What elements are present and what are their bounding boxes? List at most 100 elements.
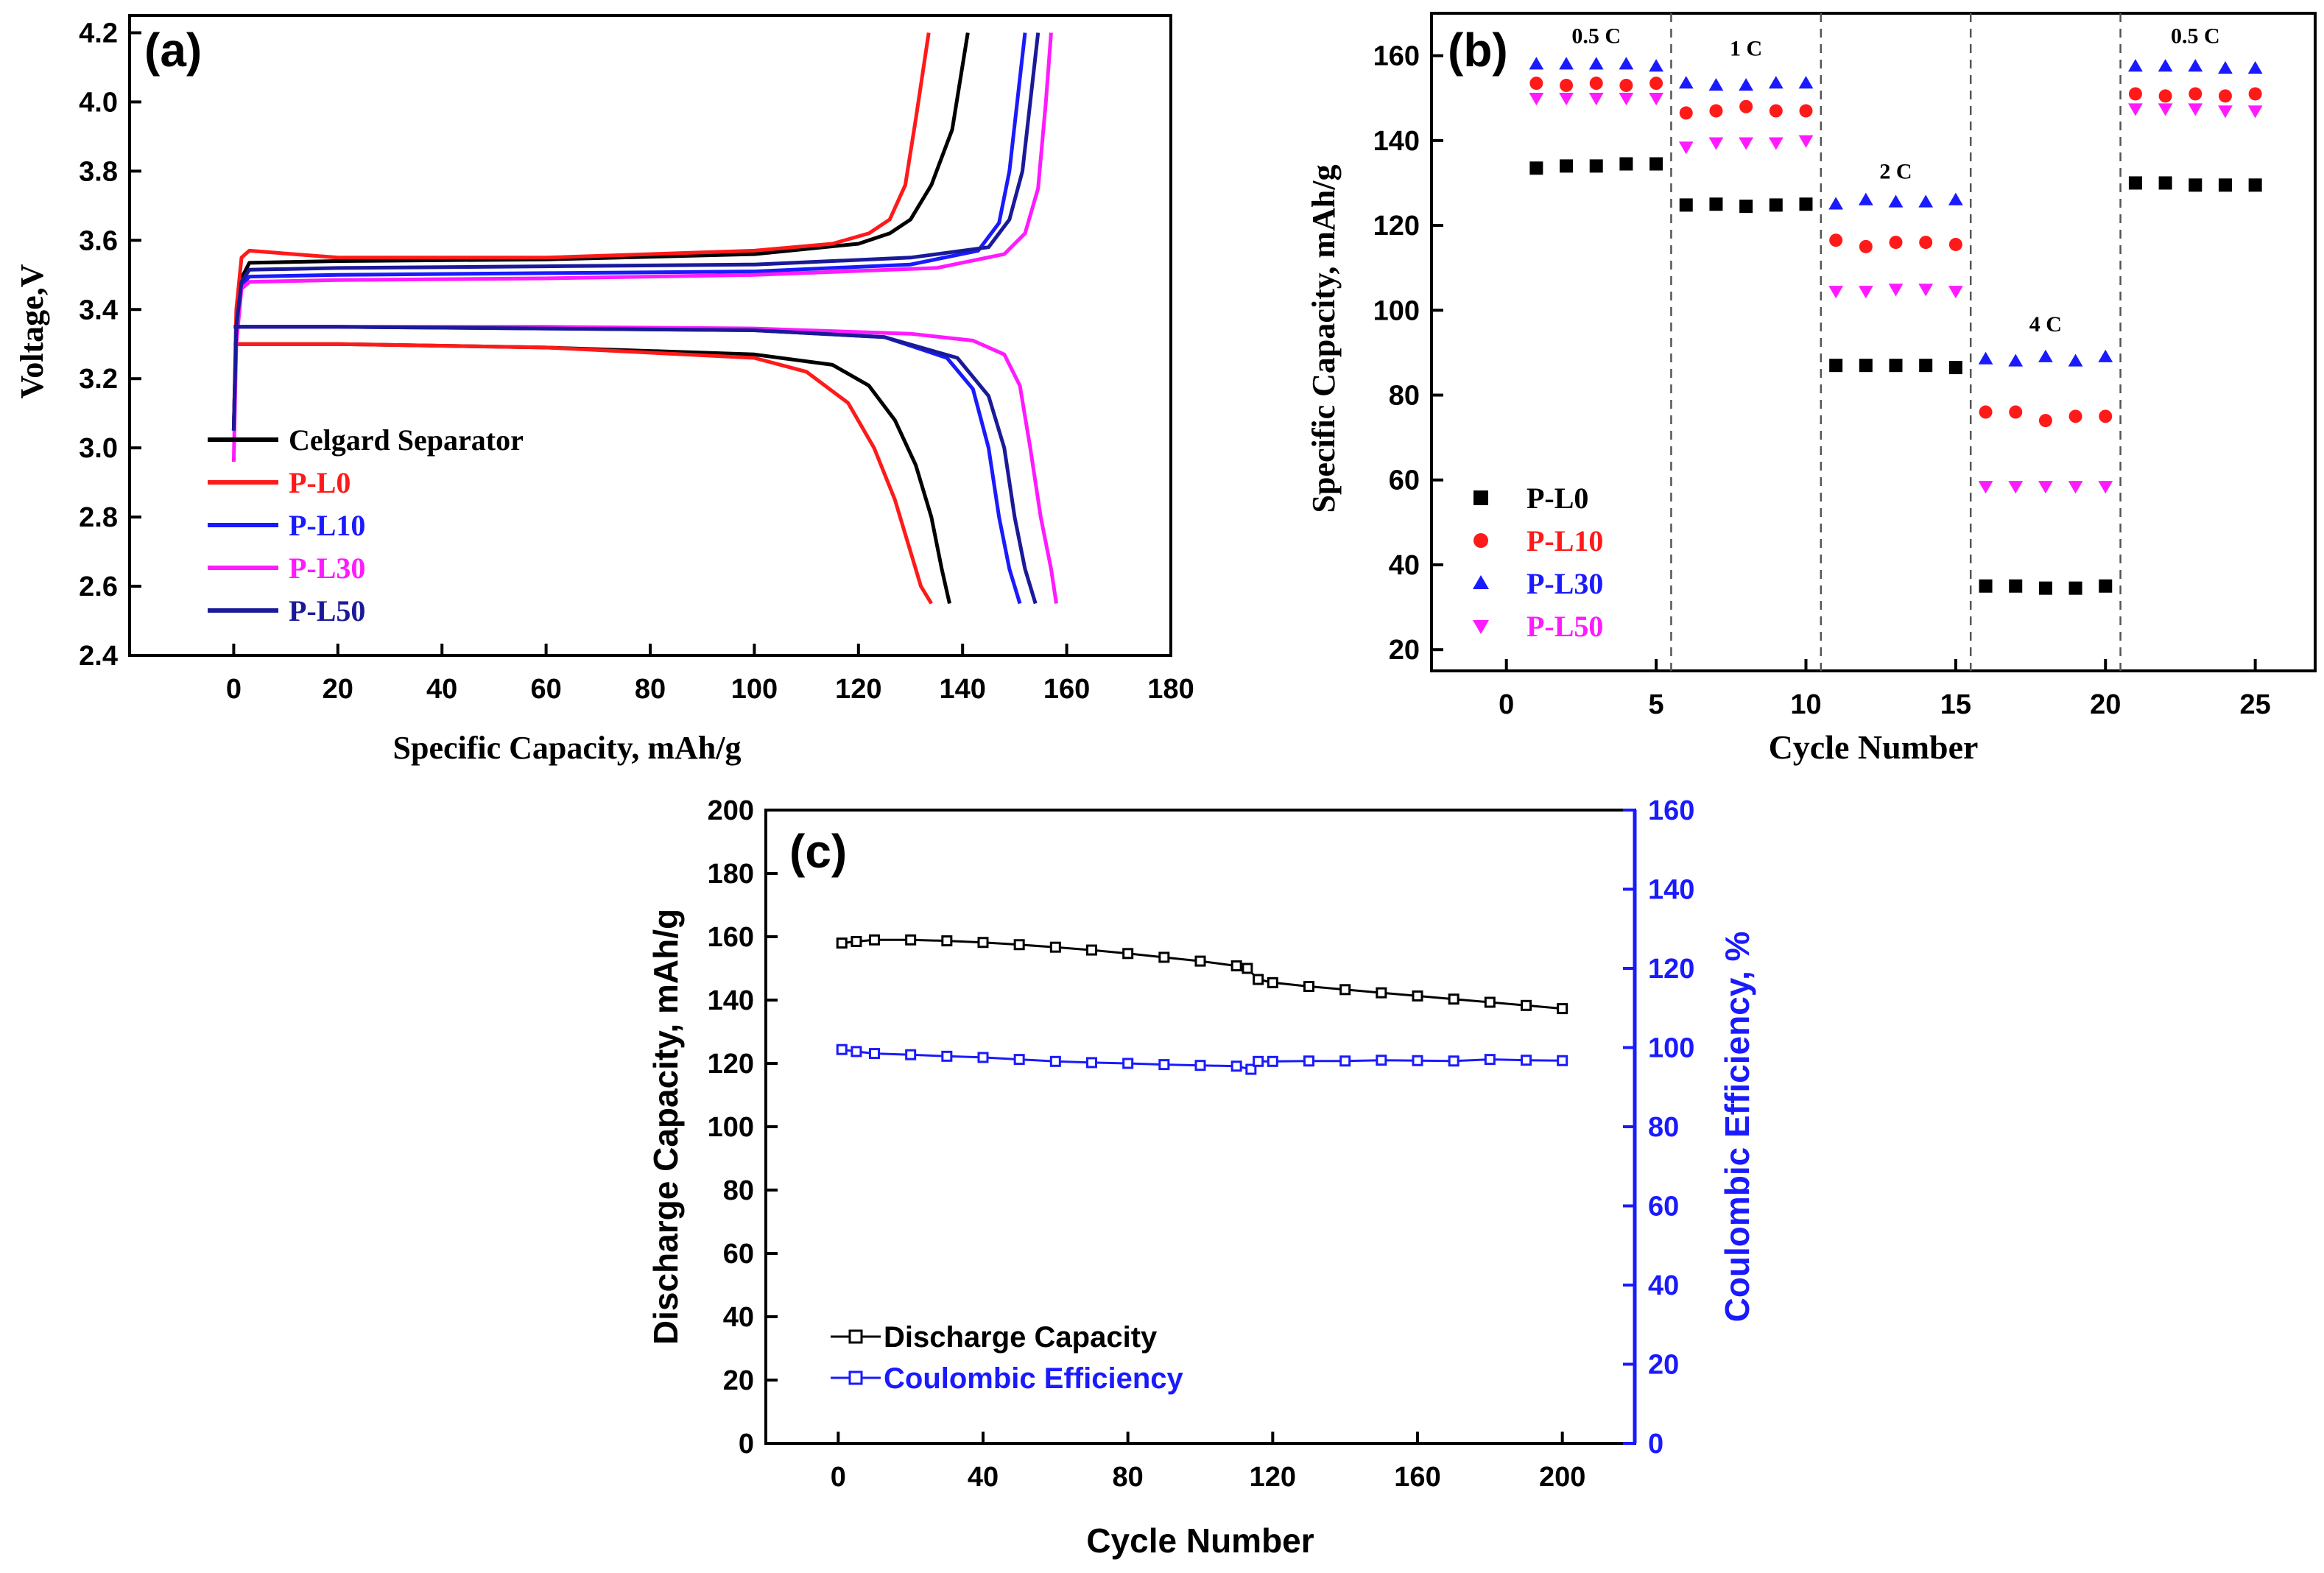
rate-label: 2 C <box>1879 160 1912 184</box>
data-point-p-l30 <box>2218 60 2233 74</box>
legend-label: P-L10 <box>289 509 365 542</box>
data-point-p-l0 <box>1679 198 1693 212</box>
data-point-p-l10 <box>1589 77 1603 91</box>
charge-curve-p-l30 <box>231 32 1053 462</box>
data-point-p-l0 <box>1859 359 1873 373</box>
data-point-p-l0 <box>1948 361 1962 375</box>
data-point-p-l30 <box>1588 57 1604 70</box>
discharge-capacity-point <box>1122 948 1134 960</box>
charge-curve-celgard-separator <box>231 32 970 431</box>
data-point-p-l0 <box>1560 159 1574 173</box>
data-point-p-l10 <box>2158 89 2172 103</box>
data-point-p-l0 <box>1619 157 1633 171</box>
data-point-p-l30 <box>1888 194 1904 208</box>
coulombic-efficiency-point <box>1245 1063 1257 1075</box>
right-y-tick-label: 80 <box>1648 1112 1679 1143</box>
data-point-p-l30 <box>1768 76 1784 89</box>
data-point-p-l10 <box>2038 414 2052 428</box>
discharge-capacity-point <box>1412 990 1423 1002</box>
left-y-tick-label: 100 <box>708 1112 754 1143</box>
panel-c-x-axis: 0 40 80 120 160 200 <box>831 1432 1585 1493</box>
data-point-p-l50 <box>1588 93 1604 106</box>
rate-label: 0.5 C <box>2171 24 2220 48</box>
coulombic-efficiency-point <box>905 1049 917 1060</box>
coulombic-efficiency-point <box>869 1048 880 1060</box>
discharge-capacity-line <box>842 938 1563 1010</box>
data-point-p-l30 <box>1559 57 1574 70</box>
panel-a-legend: Celgard Separator P-L0 P-L10 P-L30 P-L50 <box>208 423 524 627</box>
data-point-p-l30 <box>1649 59 1663 72</box>
coulombic-efficiency-point <box>1303 1055 1314 1067</box>
data-point-p-l10 <box>1679 106 1693 120</box>
data-point-p-l50 <box>1708 137 1724 150</box>
panel-c-right-y-axis-title: Coulombic Efficiency, % <box>1718 932 1756 1323</box>
data-point-p-l0 <box>1739 200 1753 214</box>
data-point-p-l30 <box>2038 349 2053 362</box>
x-tick-label: 0 <box>1499 689 1514 720</box>
data-point-p-l30 <box>2128 59 2143 72</box>
discharge-capacity-point <box>1242 963 1253 974</box>
x-tick-label: 20 <box>2090 689 2121 720</box>
discharge-capacity-point <box>1484 996 1496 1008</box>
coulombic-efficiency-point <box>851 1046 862 1058</box>
left-y-tick-label: 80 <box>723 1175 754 1206</box>
data-point-p-l10 <box>1649 77 1663 91</box>
coulombic-efficiency-point <box>941 1050 953 1062</box>
y-tick-label: 3.2 <box>79 364 118 395</box>
coulombic-efficiency-point <box>1412 1055 1423 1066</box>
y-tick-label: 2.4 <box>79 641 118 672</box>
x-tick-label: 80 <box>635 674 666 705</box>
data-point-p-l30 <box>2098 349 2113 362</box>
x-tick-label: 0 <box>831 1462 846 1493</box>
coulombic-efficiency-point <box>1158 1059 1170 1071</box>
y-tick-label: 3.6 <box>79 225 118 256</box>
data-point-p-l50 <box>1559 93 1574 106</box>
panel-b-y-axis-title: Specific Capacity, mAh/g <box>1306 165 1342 513</box>
panel-c-cycling-stability: 0 40 80 120 160 200 0204060801001201401601802… <box>647 795 1756 1560</box>
coulombic-efficiency-point <box>1376 1055 1387 1066</box>
y-tick-label: 120 <box>1373 211 1420 242</box>
panel-b-x-axis-title: Cycle Number <box>1769 728 1979 766</box>
data-point-p-l10 <box>2009 405 2023 419</box>
discharge-capacity-point <box>1557 1003 1568 1015</box>
charge-curve-p-l50 <box>231 32 1040 431</box>
discharge-capacity-point <box>1267 976 1278 988</box>
data-point-p-l10 <box>1619 78 1633 92</box>
data-point-p-l30 <box>1858 192 1873 205</box>
x-tick-label: 140 <box>939 674 985 705</box>
y-tick-label: 3.8 <box>79 156 118 187</box>
panel-c-right-y-axis: 0 20 40 60 80 100 120 140 160 <box>1623 795 1694 1460</box>
coulombic-efficiency-point <box>1122 1058 1134 1069</box>
data-point-p-l30 <box>2247 60 2263 74</box>
data-point-p-l50 <box>1858 286 1873 299</box>
data-point-p-l0 <box>1919 359 1933 373</box>
panel-b-y-axis: 20 40 60 80 100 120 140 160 <box>1373 41 1443 666</box>
data-point-p-l30 <box>1918 194 1934 208</box>
legend-label: Coulombic Efficiency <box>884 1362 1183 1395</box>
panel-b-rate-labels: 0.5 C 1 C 2 C 4 C 0.5 C <box>1571 24 2219 337</box>
discharge-capacity-point <box>1253 974 1264 985</box>
data-point-p-l30 <box>1978 351 1993 365</box>
left-y-tick-label: 20 <box>723 1365 754 1396</box>
panel-b-points <box>1529 57 2263 595</box>
legend-label: P-L50 <box>1527 610 1603 643</box>
x-tick-label: 120 <box>1250 1462 1296 1493</box>
x-tick-label: 200 <box>1539 1462 1585 1493</box>
panel-c-legend: Discharge Capacity Coulombic Efficiency <box>831 1321 1183 1395</box>
right-y-tick-label: 0 <box>1648 1429 1663 1460</box>
legend-marker <box>848 1329 863 1344</box>
left-y-tick-label: 0 <box>739 1429 754 1460</box>
x-tick-label: 10 <box>1790 689 1821 720</box>
panel-a-curves <box>231 32 1058 605</box>
right-y-tick-label: 160 <box>1648 795 1694 826</box>
discharge-capacity-point <box>851 935 862 947</box>
data-point-p-l0 <box>2158 176 2172 190</box>
discharge-capacity-point <box>1339 984 1351 996</box>
y-tick-label: 2.6 <box>79 571 118 602</box>
data-point-p-l10 <box>1769 104 1783 118</box>
panel-b-label: (b) <box>1448 24 1508 77</box>
data-point-p-l30 <box>1619 57 1634 70</box>
legend-label: Celgard Separator <box>289 423 524 457</box>
y-tick-label: 160 <box>1373 41 1420 72</box>
data-point-p-l50 <box>1978 481 1993 494</box>
